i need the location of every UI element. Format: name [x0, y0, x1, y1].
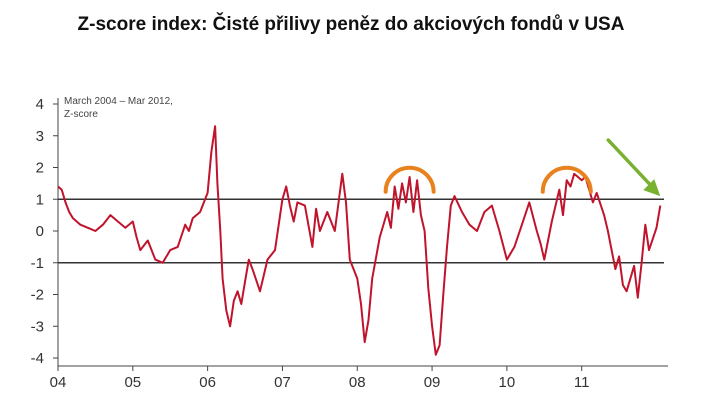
y-tick-label-7: -3: [31, 318, 44, 335]
x-tick-label-3: 07: [274, 374, 291, 391]
y-tick-label-8: -4: [31, 350, 44, 367]
chart-note-line-2: Z-score: [64, 109, 98, 120]
y-tick-label-4: 0: [36, 223, 44, 240]
x-tick-label-1: 05: [124, 374, 141, 391]
x-tick-label-5: 09: [424, 374, 441, 391]
chart-note-line-1: March 2004 – Mar 2012,: [64, 96, 173, 107]
y-tick-label-1: 3: [36, 128, 44, 145]
y-tick-label-6: -2: [31, 287, 44, 304]
x-tick-label-7: 11: [574, 374, 590, 391]
series-line-0: [57, 125, 662, 356]
y-tick-label-3: 1: [36, 191, 44, 208]
reference-lines: [58, 198, 664, 264]
arrow-head: [643, 179, 661, 197]
y-tick-label-5: -1: [31, 255, 44, 272]
series-layer: [57, 125, 662, 356]
highlight-arc-1: [540, 165, 593, 194]
highlight-arc-0: [383, 165, 436, 194]
x-tick-label-4: 08: [349, 374, 366, 391]
annotations-layer: [383, 138, 661, 197]
y-tick-label-0: 4: [36, 96, 44, 113]
x-tick-label-0: 04: [50, 374, 67, 391]
chart-title: Z-score index: Čisté přilivy peněz do ak…: [77, 14, 625, 35]
arrow-shaft: [606, 138, 657, 191]
y-tick-label-2: 2: [36, 160, 44, 177]
x-tick-label-2: 06: [199, 374, 216, 391]
x-tick-label-6: 10: [499, 374, 516, 391]
